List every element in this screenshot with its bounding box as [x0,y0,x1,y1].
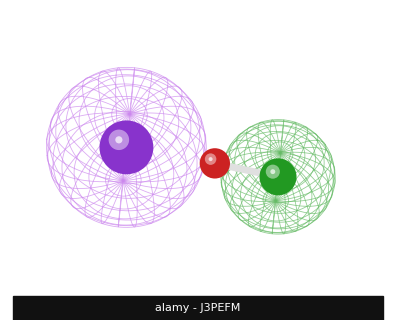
Bar [13,296,383,320]
Circle shape [109,130,129,150]
Circle shape [270,169,275,174]
Circle shape [259,158,297,196]
Circle shape [200,148,230,179]
Circle shape [266,164,280,179]
Circle shape [209,157,213,161]
Text: alamy - J3PEFM: alamy - J3PEFM [155,303,241,313]
Circle shape [205,153,216,165]
Circle shape [99,120,153,174]
Circle shape [115,136,122,143]
